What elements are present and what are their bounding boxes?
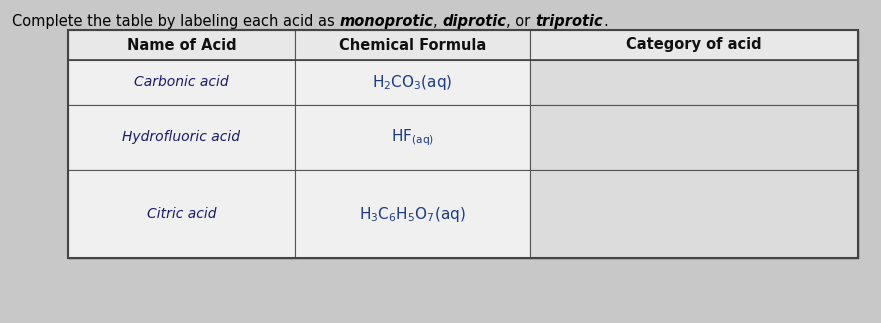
Text: Citric acid: Citric acid [147,207,216,221]
Text: diprotic: diprotic [442,14,507,29]
Text: $\mathrm{H_3C_6H_5O_7(aq)}$: $\mathrm{H_3C_6H_5O_7(aq)}$ [359,204,466,224]
Bar [68,30,858,258]
Text: .: . [603,14,608,29]
Bar [530,105,858,170]
Bar [68,30,295,60]
Bar [295,170,530,258]
Bar [530,60,858,105]
Text: Name of Acid: Name of Acid [127,37,236,53]
Bar [530,170,858,258]
Text: $\mathrm{H_2CO_3(aq)}$: $\mathrm{H_2CO_3(aq)}$ [373,73,453,92]
Bar [295,60,530,105]
Text: Complete the table by labeling each acid as: Complete the table by labeling each acid… [12,14,339,29]
Text: $\mathrm{HF_{(aq)}}$: $\mathrm{HF_{(aq)}}$ [391,127,434,148]
Bar [68,105,295,170]
Text: triprotic: triprotic [536,14,603,29]
Bar [295,105,530,170]
Text: Hydrofluoric acid: Hydrofluoric acid [122,130,241,144]
Text: Category of acid: Category of acid [626,37,762,53]
Text: , or: , or [507,14,536,29]
Bar [68,30,858,258]
Bar [68,170,295,258]
Bar [530,30,858,60]
Bar [295,30,530,60]
Text: monoprotic: monoprotic [339,14,433,29]
Text: Carbonic acid: Carbonic acid [134,76,229,89]
Text: ,: , [433,14,442,29]
Bar [68,60,295,105]
Text: Chemical Formula: Chemical Formula [339,37,486,53]
